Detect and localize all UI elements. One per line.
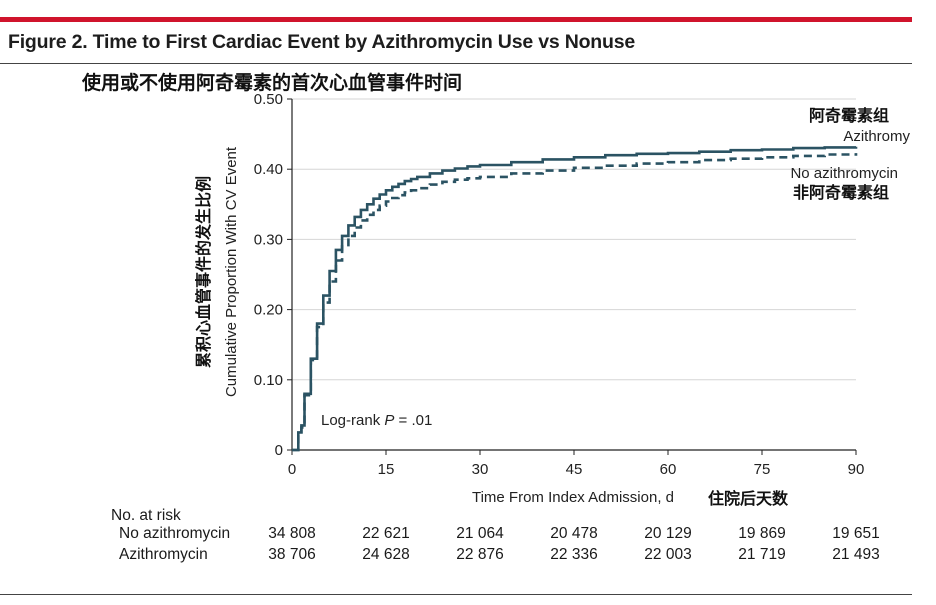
legend-azithromycin-label: Azithromy	[843, 128, 910, 145]
chinese-title: 使用或不使用阿奇霉素的首次心血管事件时间	[82, 72, 463, 94]
y-ticks: 0 0.10 0.20 0.30 0.40 0.50	[254, 91, 292, 459]
figure-title: Figure 2. Time to First Cardiac Event by…	[8, 31, 636, 53]
risk-cell-1-4: 22 003	[644, 546, 692, 563]
risk-cell-1-2: 22 876	[456, 546, 504, 563]
x-ticks: 0 15 30 45 60 75 90	[288, 450, 865, 478]
risk-cell-0-4: 20 129	[644, 525, 692, 542]
y-axis-label-cn: 累积心血管事件的发生比例	[194, 176, 213, 368]
risk-table-header: No. at risk	[111, 507, 181, 524]
log-rank-annotation: Log-rank P = .01	[321, 412, 432, 429]
risk-cell-0-0: 34 808	[268, 525, 316, 542]
y-tick-label-3: 0.30	[254, 231, 283, 248]
series-line-no-azithromycin	[292, 153, 858, 452]
risk-cell-0-6: 19 651	[832, 525, 880, 542]
series-group	[292, 146, 858, 452]
grid-lines	[292, 98, 856, 381]
axes	[291, 99, 856, 451]
y-tick-label-1: 0.10	[254, 372, 283, 389]
risk-cell-1-5: 21 719	[738, 546, 786, 563]
x-tick-label-3: 45	[566, 461, 583, 478]
title-divider	[0, 63, 912, 64]
risk-cell-0-3: 20 478	[550, 525, 598, 542]
x-tick-label-2: 30	[472, 461, 489, 478]
risk-cell-0-5: 19 869	[738, 525, 786, 542]
y-axis-label: Cumulative Proportion With CV Event	[223, 146, 240, 397]
risk-cell-1-0: 38 706	[268, 546, 316, 563]
risk-cell-1-3: 22 336	[550, 546, 598, 563]
risk-row-label-1: Azithromycin	[119, 546, 208, 563]
x-tick-label-4: 60	[660, 461, 677, 478]
series-line-azithromycin	[292, 146, 858, 452]
x-tick-label-0: 0	[288, 461, 296, 478]
log-rank-p: P	[384, 412, 394, 429]
x-tick-label-5: 75	[754, 461, 771, 478]
log-rank-suffix: = .01	[394, 412, 432, 429]
risk-cell-0-1: 22 621	[362, 525, 410, 542]
y-tick-label-4: 0.40	[254, 161, 283, 178]
top-accent-rule	[0, 17, 912, 22]
x-axis-label: Time From Index Admission, d	[472, 489, 674, 506]
y-tick-label-2: 0.20	[254, 302, 283, 319]
legend-no-azithromycin-cn: 非阿奇霉素组	[793, 183, 889, 202]
y-tick-label-5: 0.50	[254, 91, 283, 108]
bottom-divider	[0, 594, 912, 595]
legend-no-azithromycin-label: No azithromycin	[790, 165, 898, 182]
x-tick-label-6: 90	[848, 461, 865, 478]
log-rank-prefix: Log-rank	[321, 412, 384, 429]
risk-cell-1-1: 24 628	[362, 546, 410, 563]
legend-azithromycin-cn: 阿奇霉素组	[809, 106, 889, 125]
y-tick-label-0: 0	[275, 442, 283, 459]
x-tick-label-1: 15	[378, 461, 395, 478]
risk-cell-1-6: 21 493	[832, 546, 880, 563]
x-axis-label-cn: 住院后天数	[708, 489, 789, 508]
risk-row-label-0: No azithromycin	[119, 525, 231, 542]
risk-cell-0-2: 21 064	[456, 525, 504, 542]
